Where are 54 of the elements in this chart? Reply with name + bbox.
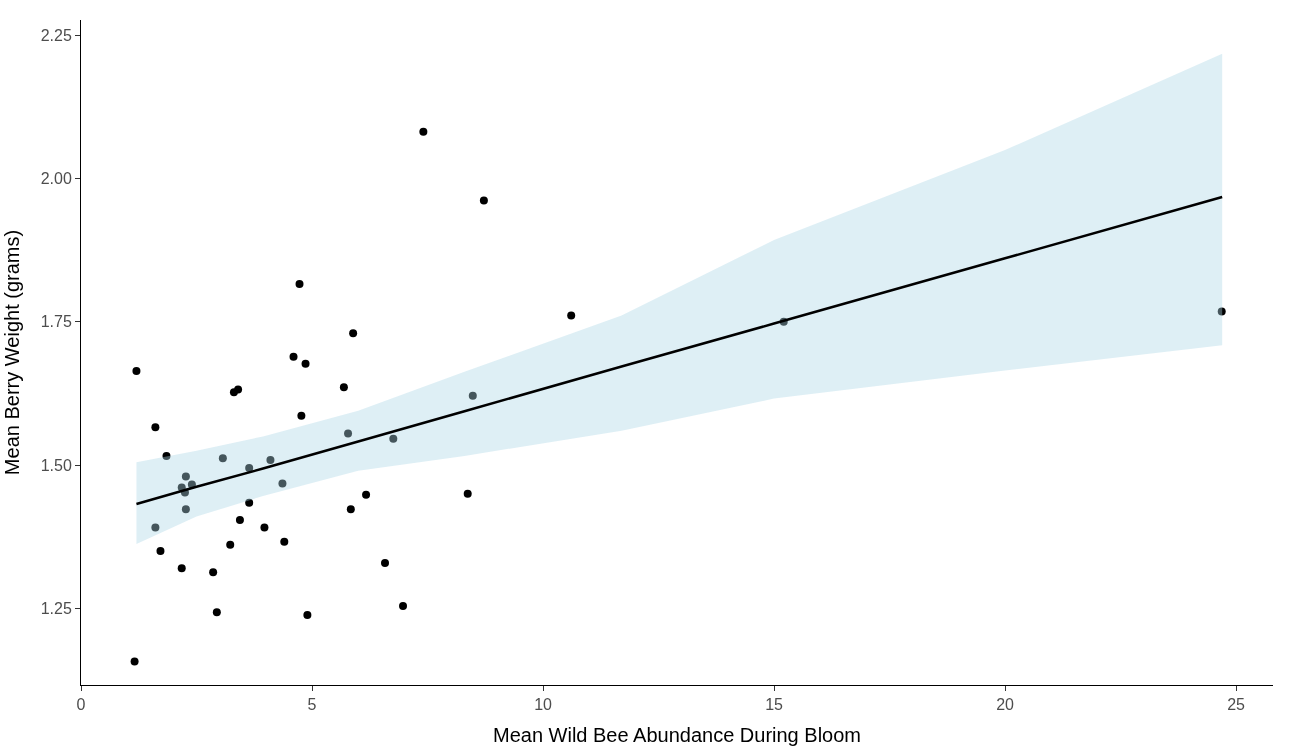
- y-tick-label: 2.00: [40, 170, 72, 188]
- point: [177, 564, 186, 573]
- x-tick-label: 25: [1227, 696, 1246, 714]
- point: [419, 127, 428, 136]
- point: [349, 329, 358, 338]
- point: [278, 479, 287, 488]
- point: [567, 311, 576, 320]
- y-axis-title: Mean Berry Weight (grams): [1, 229, 24, 476]
- point: [346, 505, 355, 514]
- y-tick-label: 1.50: [40, 456, 72, 474]
- point: [381, 559, 390, 567]
- point: [339, 383, 348, 392]
- x-tick-label: 15: [765, 696, 784, 714]
- point: [399, 601, 408, 610]
- point: [132, 367, 141, 376]
- point: [303, 611, 312, 620]
- point: [289, 352, 298, 361]
- point: [479, 196, 488, 205]
- point: [344, 429, 353, 438]
- point: [218, 454, 227, 463]
- point: [209, 568, 218, 577]
- point: [156, 546, 165, 555]
- point: [212, 608, 221, 617]
- y-tick-label: 2.25: [40, 27, 72, 45]
- point: [235, 516, 244, 525]
- point: [463, 489, 472, 498]
- point: [130, 657, 139, 666]
- point: [151, 523, 160, 532]
- point: [1217, 307, 1226, 316]
- y-tick-label: 1.25: [40, 599, 72, 617]
- point: [151, 423, 160, 432]
- point: [260, 523, 269, 532]
- x-tick-label: 20: [996, 696, 1015, 714]
- point: [245, 498, 254, 507]
- x-tick-label: 0: [76, 696, 86, 714]
- point: [266, 455, 275, 464]
- point: [468, 391, 477, 400]
- point: [297, 411, 306, 420]
- point: [295, 280, 304, 289]
- point: [280, 537, 289, 546]
- x-tick-label: 10: [534, 696, 553, 714]
- y-tick-label: 1.75: [40, 313, 72, 331]
- x-axis-title: Mean Wild Bee Abundance During Bloom: [493, 723, 861, 746]
- point: [234, 385, 243, 394]
- point: [162, 451, 171, 460]
- point: [181, 505, 190, 514]
- point: [181, 472, 190, 481]
- x-tick-label: 5: [307, 696, 317, 714]
- point: [389, 434, 398, 443]
- line-series: [135, 195, 1224, 506]
- point: [226, 540, 235, 549]
- point: [362, 490, 371, 499]
- point: [301, 359, 310, 368]
- point: [245, 463, 254, 472]
